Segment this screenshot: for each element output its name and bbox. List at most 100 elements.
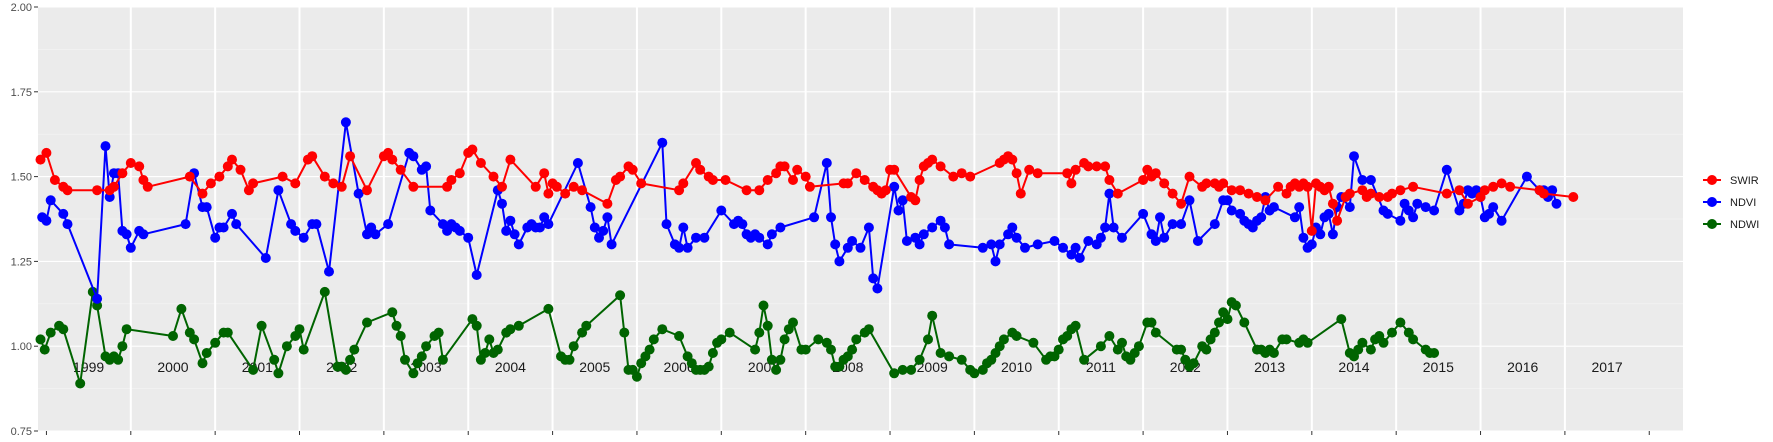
data-point-ndvi [353,188,364,199]
data-point-ndwi [395,331,406,341]
data-point-ndvi [421,161,432,172]
data-point-ndwi [1117,337,1127,348]
data-point-ndwi [433,327,444,338]
data-point-ndvi [1327,229,1338,240]
data-point-ndwi [927,310,938,321]
data-point-ndvi [138,229,149,240]
data-point-ndvi [1070,242,1081,253]
gridlines [38,6,1683,432]
data-point-swir [1365,188,1376,199]
data-point-swir [720,175,731,185]
data-point-ndwi [45,327,56,338]
year-label: 2015 [1423,359,1454,375]
data-point-swir [467,144,478,155]
data-point-swir [935,161,946,172]
data-point-swir [754,185,765,196]
data-point-swir [1260,195,1271,206]
data-point-ndwi [1268,348,1279,358]
data-point-ndvi [463,232,474,243]
data-point-ndwi [189,334,200,345]
data-point-ndwi [176,303,187,314]
data-point-ndvi [1222,195,1233,206]
data-point-ndvi [914,239,925,250]
data-point-swir [62,185,73,196]
data-point-swir [804,181,815,192]
data-point-swir [948,171,959,182]
data-point-ndvi [1011,232,1022,243]
data-point-swir [235,164,246,175]
data-point-swir [387,154,398,165]
data-point-ndvi [1289,212,1300,223]
legend-key-point [1707,175,1717,185]
year-label: 2005 [579,359,610,375]
data-point-ndwi [944,351,955,362]
data-point-ndvi [678,222,689,233]
year-label: 2000 [157,359,188,375]
data-point-ndvi [1104,188,1115,199]
data-point-ndvi [370,229,381,240]
data-point-ndvi [497,198,507,209]
data-point-ndvi [471,270,482,280]
data-point-swir [880,185,891,196]
data-point-swir [741,185,752,196]
data-point-swir [319,171,330,182]
data-point-ndvi [1382,208,1393,219]
data-point-ndvi [1420,202,1431,213]
data-point-ndwi [168,331,178,341]
data-point-swir [475,158,486,168]
data-point-swir [695,164,706,175]
data-point-ndvi [716,205,727,216]
data-point-ndwi [505,324,516,335]
data-point-ndvi [834,256,845,267]
data-point-ndvi [682,242,693,253]
data-point-ndvi [1032,239,1043,250]
data-point-swir [859,175,870,185]
data-point-ndwi [826,344,836,355]
data-point-ndvi [1315,229,1326,240]
data-point-ndwi [421,341,432,352]
data-point-ndvi [1058,242,1068,253]
data-point-swir [307,151,318,162]
data-point-ndvi [509,229,520,240]
data-point-swir [1138,175,1149,185]
data-point-ndvi [100,141,111,152]
data-point-ndwi [298,344,309,355]
data-point-ndwi [644,344,655,355]
data-point-ndwi [935,348,946,358]
data-point-ndvi [454,225,465,236]
data-point-swir [560,188,571,199]
data-point-swir [184,171,195,182]
data-point-swir [1479,185,1490,196]
data-point-ndwi [1146,317,1157,328]
data-point-swir [1505,181,1516,192]
legend: SWIR NDVI NDWI [1703,175,1759,231]
data-point-swir [792,164,803,175]
data-point-ndwi [1336,314,1347,325]
data-point-ndwi [762,320,773,331]
data-point-ndwi [1429,348,1440,358]
data-point-ndwi [408,368,419,379]
data-point-swir [539,168,550,179]
data-point-swir [214,171,225,182]
data-point-ndvi [1095,232,1106,243]
data-point-ndvi [1298,232,1309,243]
data-point-swir [1488,181,1499,192]
data-point-ndvi [1192,236,1203,246]
data-point-ndvi [585,202,596,213]
data-point-ndvi [41,215,52,226]
data-point-ndvi [92,293,103,304]
year-label: 1999 [73,359,104,375]
data-point-ndwi [248,364,259,375]
data-point-ndwi [674,331,685,341]
data-point-ndwi [998,334,1009,345]
data-point-ndvi [1020,242,1030,253]
data-point-ndvi [1551,198,1562,209]
data-point-ndvi [994,239,1005,250]
data-point-ndwi [1053,344,1064,355]
data-point-swir [1083,161,1094,172]
data-point-ndvi [1429,205,1440,216]
data-point-ndwi [923,334,933,345]
data-point-ndwi [581,320,592,331]
data-point-ndvi [868,273,879,284]
data-point-ndvi [1323,208,1334,219]
